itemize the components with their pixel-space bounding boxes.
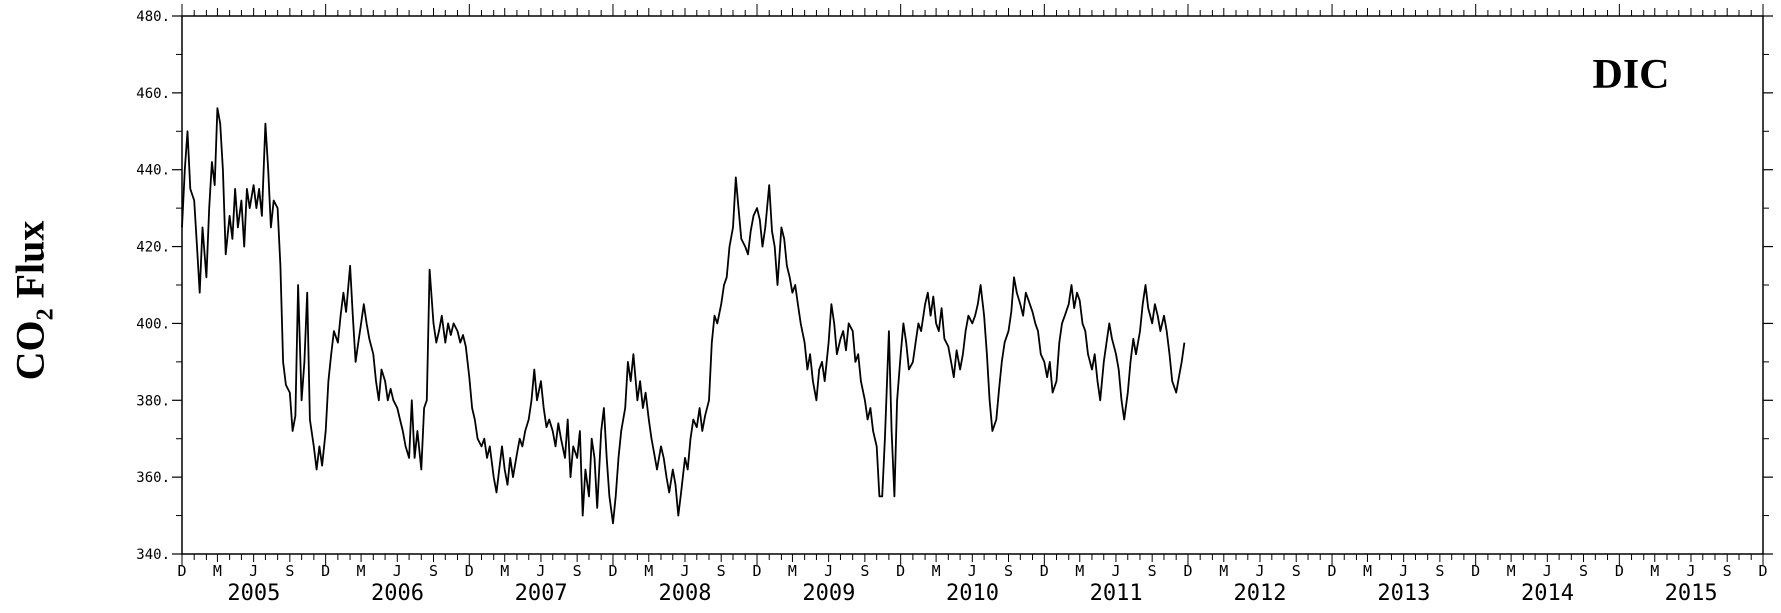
plot-frame — [181, 15, 1764, 555]
x-month-label: D — [1328, 562, 1337, 580]
x-month-label: D — [1040, 562, 1049, 580]
x-month-label: S — [573, 562, 582, 580]
x-month-label: D — [896, 562, 905, 580]
y-tick-label: 400. — [136, 316, 170, 332]
x-month-label: J — [1686, 562, 1695, 580]
x-month-label: D — [1758, 562, 1767, 580]
y-axis-label-rest: Flux — [7, 220, 53, 308]
x-month-label: D — [608, 562, 617, 580]
x-month-label: J — [1111, 562, 1120, 580]
x-month-label: S — [1148, 562, 1157, 580]
x-month-label: J — [824, 562, 833, 580]
x-month-label: S — [1579, 562, 1588, 580]
x-year-label: 2006 — [371, 581, 424, 606]
x-month-label: M — [1363, 562, 1372, 580]
x-year-label: 2008 — [658, 581, 711, 606]
x-year-label: 2013 — [1377, 581, 1430, 606]
x-year-label: 2011 — [1090, 581, 1143, 606]
y-axis-label: CO2 Flux — [3, 200, 63, 400]
x-month-label: S — [429, 562, 438, 580]
x-month-label: D — [177, 562, 186, 580]
x-month-label: D — [1471, 562, 1480, 580]
x-month-label: M — [932, 562, 941, 580]
x-month-label: D — [321, 562, 330, 580]
x-month-label: J — [968, 562, 977, 580]
y-tick-label: 420. — [136, 240, 170, 256]
x-month-label: M — [500, 562, 509, 580]
x-month-label: S — [717, 562, 726, 580]
y-tick-label: 360. — [136, 470, 170, 486]
x-month-label: J — [249, 562, 258, 580]
x-month-label: J — [393, 562, 402, 580]
x-month-label: J — [1255, 562, 1264, 580]
x-month-label: J — [536, 562, 545, 580]
x-month-label: D — [753, 562, 762, 580]
x-month-label: M — [213, 562, 222, 580]
x-month-label: M — [1219, 562, 1228, 580]
y-tick-label: 380. — [136, 393, 170, 409]
x-month-label: J — [1543, 562, 1552, 580]
x-year-label: 2007 — [515, 581, 568, 606]
x-month-label: M — [1075, 562, 1084, 580]
x-year-label: 2015 — [1665, 581, 1718, 606]
y-tick-label: 460. — [136, 86, 170, 102]
y-axis-label-subscript: 2 — [32, 307, 59, 320]
x-month-label: J — [1399, 562, 1408, 580]
annotation-text: DIC — [1592, 52, 1669, 98]
y-tick-label: 340. — [136, 547, 170, 563]
x-month-label: M — [788, 562, 797, 580]
x-month-label: M — [644, 562, 653, 580]
x-year-label: 2005 — [227, 581, 280, 606]
x-month-label: J — [680, 562, 689, 580]
y-tick-label: 480. — [136, 9, 170, 25]
x-month-label: S — [1292, 562, 1301, 580]
x-month-label: S — [1435, 562, 1444, 580]
x-month-label: S — [860, 562, 869, 580]
x-month-label: D — [1183, 562, 1192, 580]
y-tick-label: 440. — [136, 163, 170, 179]
x-year-label: 2012 — [1234, 581, 1287, 606]
x-year-label: 2009 — [802, 581, 855, 606]
x-year-label: 2010 — [946, 581, 999, 606]
x-month-label: D — [1615, 562, 1624, 580]
x-month-label: M — [1650, 562, 1659, 580]
x-month-label: M — [357, 562, 366, 580]
x-year-label: 2014 — [1521, 581, 1574, 606]
x-month-label: D — [465, 562, 474, 580]
x-month-label: S — [1004, 562, 1013, 580]
y-axis-label-main: CO — [7, 319, 53, 380]
x-month-label: S — [285, 562, 294, 580]
series-line — [181, 107, 1186, 525]
x-month-label: S — [1723, 562, 1732, 580]
x-month-label: M — [1507, 562, 1516, 580]
